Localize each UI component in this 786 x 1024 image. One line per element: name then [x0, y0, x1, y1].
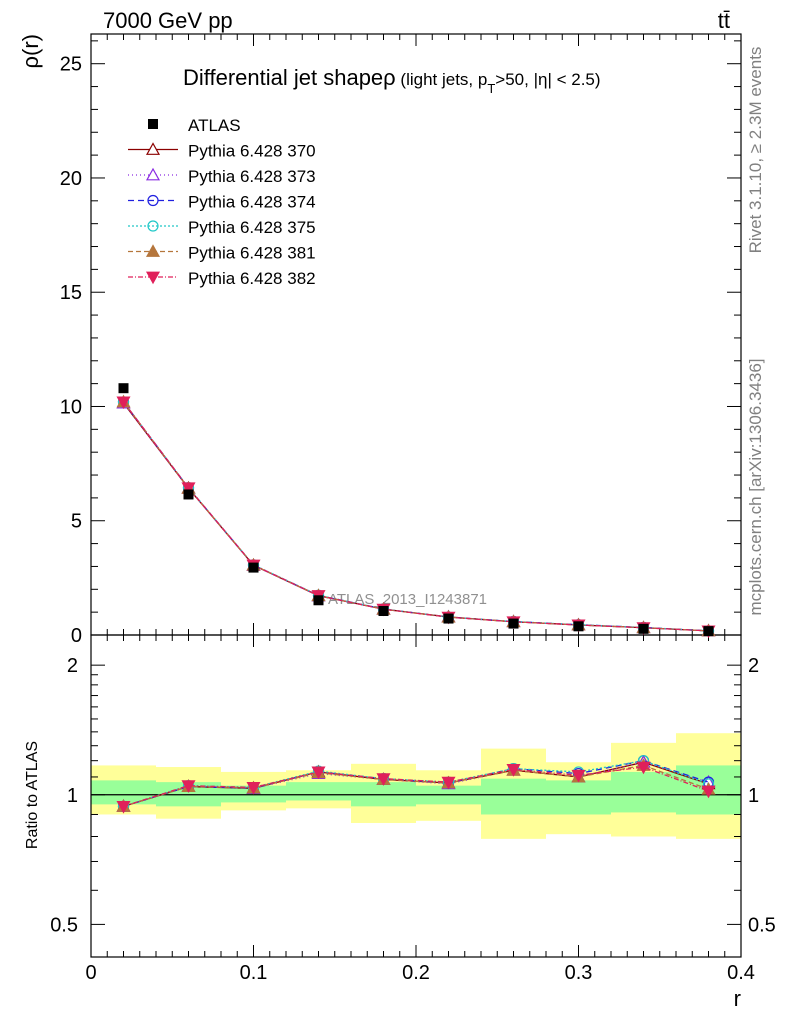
data-point — [573, 621, 584, 632]
series-lines — [116, 383, 716, 814]
series-point-ratio — [181, 780, 196, 793]
legend-marker — [145, 271, 161, 285]
legend-label: Pythia 6.428 382 — [188, 269, 316, 288]
legend-marker — [147, 194, 159, 207]
legend: ATLAS Pythia 6.428 370 Pythia 6.428 373 Pyt… — [128, 116, 316, 288]
rivet-version-label: Rivet 3.1.10, ≥ 2.3M events — [746, 47, 765, 254]
data-point — [313, 595, 324, 606]
y-tick-label-ratio-right: 0.5 — [748, 914, 776, 936]
x-tick-label: 0.1 — [240, 962, 268, 984]
y-axis-label-main: ρ(r) — [18, 34, 43, 69]
series-point-main — [116, 396, 131, 410]
y-tick-label-main: 10 — [60, 396, 82, 418]
data-point — [248, 562, 259, 573]
chart-title-close: >50, |η| < 2.5) — [495, 70, 600, 89]
axis-ticks: 0 0.1 0.2 0.3 0.4 0 5 10 15 20 25 0.5 0.5 1 1 2 2 — [50, 34, 776, 984]
series-line-ratio — [123, 766, 709, 807]
data-point — [118, 383, 129, 394]
mcplots-label: mcplots.cern.ch [arXiv:1306.3436] — [746, 358, 765, 615]
x-tick-label: 0.4 — [727, 962, 755, 984]
legend-label: Pythia 6.428 373 — [188, 167, 316, 186]
chart-title-open: (light jets, p — [396, 70, 488, 89]
uncertainty-bands — [91, 733, 741, 839]
chart-title-rho: ρ — [383, 65, 396, 90]
chart-title-sub: T — [487, 81, 495, 96]
series-point-ratio — [376, 773, 391, 786]
data-point — [443, 613, 454, 624]
data-point — [703, 626, 714, 637]
y-tick-label-main: 25 — [60, 54, 82, 76]
data-point — [638, 623, 649, 634]
x-tick-label: 0.2 — [402, 962, 430, 984]
x-axis-label: r — [734, 986, 741, 1011]
energy-label: 7000 GeV pp — [103, 8, 233, 33]
band-green — [546, 780, 611, 815]
legend-marker-data — [148, 119, 158, 129]
legend-marker — [145, 142, 161, 155]
y-tick-label-ratio-right: 1 — [748, 785, 759, 807]
legend-label: Pythia 6.428 375 — [188, 218, 316, 237]
y-tick-label-ratio: 0.5 — [50, 914, 78, 936]
data-point — [508, 618, 519, 629]
y-tick-label-main: 15 — [60, 282, 82, 304]
process-label: tt̄ — [718, 8, 730, 33]
y-tick-label-main: 20 — [60, 168, 82, 190]
x-tick-label: 0.3 — [565, 962, 593, 984]
legend-marker — [145, 244, 161, 257]
series-point-ratio — [636, 761, 651, 775]
y-tick-label-ratio: 1 — [67, 785, 78, 807]
series-point-ratio — [571, 769, 586, 783]
legend-marker — [147, 220, 159, 232]
band-green — [611, 771, 676, 813]
data-point — [378, 606, 389, 617]
x-tick-label: 0 — [85, 962, 96, 984]
series-point-ratio — [701, 785, 716, 799]
legend-label: Pythia 6.428 381 — [188, 244, 316, 263]
y-tick-label-main: 5 — [71, 511, 82, 533]
series-point-ratio — [506, 764, 521, 777]
y-axis-label-ratio: Ratio to ATLAS — [24, 741, 41, 849]
legend-label: Pythia 6.428 370 — [188, 142, 316, 161]
legend-label-data: ATLAS — [188, 116, 241, 135]
y-tick-label-main: 0 — [71, 625, 82, 647]
series-line-main — [122, 401, 709, 632]
chart-title: Differential jet shapeρ (light jets, pT>… — [183, 65, 601, 96]
series-point-ratio — [441, 776, 456, 790]
band-green — [91, 780, 156, 805]
y-tick-label-ratio: 2 — [67, 655, 78, 677]
legend-marker — [145, 167, 161, 181]
chart-title-main: Differential jet shape — [183, 65, 383, 90]
band-green — [481, 778, 546, 815]
band-green — [286, 782, 351, 801]
series-line-main — [122, 401, 709, 632]
series-point-ratio — [246, 782, 261, 795]
series-point-ratio — [116, 800, 131, 814]
analysis-watermark: ATLAS_2013_I1243871 — [328, 591, 487, 608]
series-point-ratio — [311, 766, 326, 780]
series-point-main — [181, 482, 196, 496]
legend-label: Pythia 6.428 374 — [188, 193, 316, 212]
data-point — [183, 489, 194, 500]
y-tick-label-ratio-right: 2 — [748, 655, 759, 677]
